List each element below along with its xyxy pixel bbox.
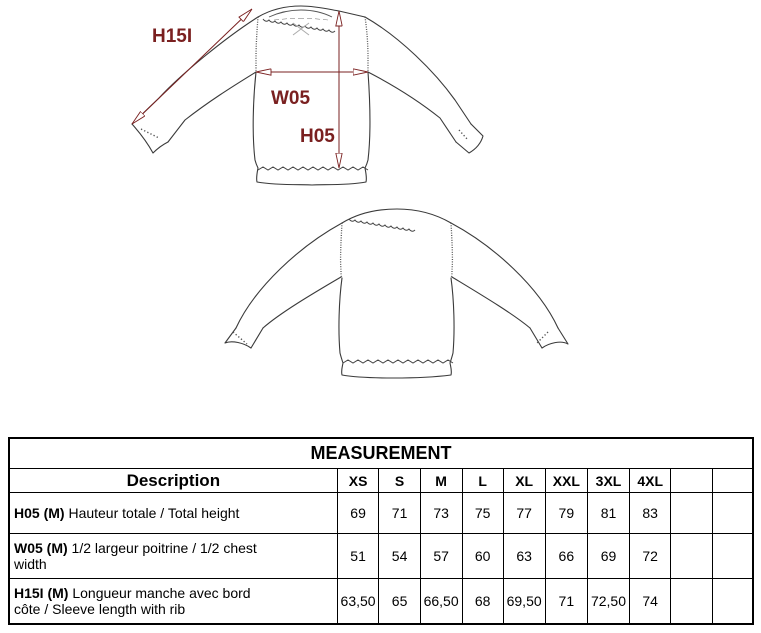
svg-text:W05: W05 — [271, 88, 311, 109]
svg-text:H05: H05 — [300, 126, 335, 147]
svg-text:H15I: H15I — [152, 26, 192, 47]
